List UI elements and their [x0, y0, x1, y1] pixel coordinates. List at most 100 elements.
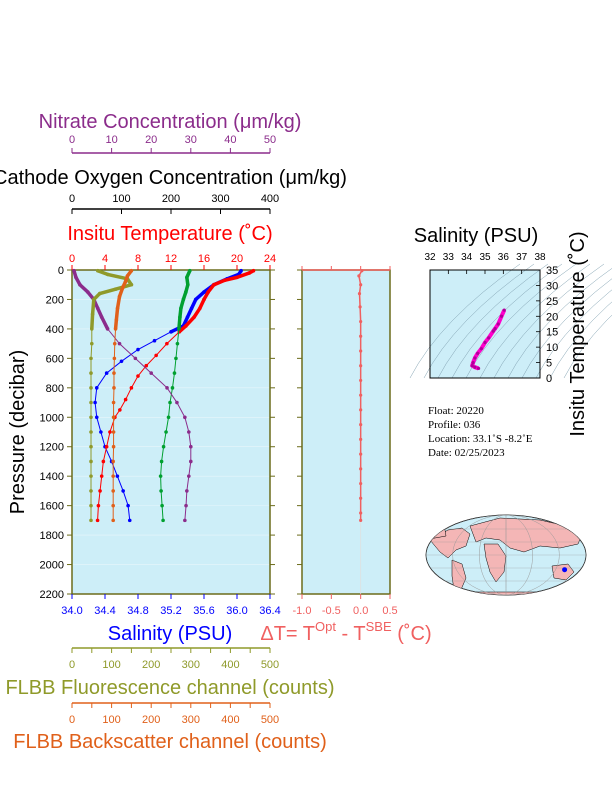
fluorescence-point	[89, 386, 93, 390]
delta-t-title-main: ΔT= T	[260, 623, 315, 645]
axis-tick-label: 500	[261, 714, 279, 726]
delta-t-title-mid: - T	[336, 623, 366, 645]
oxygen-point	[177, 327, 181, 331]
delta-t-series	[357, 269, 364, 594]
delta-t-point	[358, 305, 362, 309]
ts-y-tick-label: 0	[546, 373, 552, 385]
temperature-point	[247, 271, 252, 275]
oxygen-point	[185, 275, 189, 280]
pressure-tick-label: 2000	[40, 560, 64, 572]
oxygen-point	[159, 489, 163, 493]
axis-tick-label: 30	[185, 134, 197, 146]
ts-isopycnal	[535, 289, 612, 379]
pressure-tick-label: 800	[46, 383, 64, 395]
salinity-point	[115, 474, 120, 478]
fluorescence-point	[91, 297, 96, 302]
ts-point	[496, 322, 500, 326]
oxygen-axis: Cathode Oxygen Concentration (μm/kg) 0 10…	[0, 167, 347, 214]
temperature-point	[251, 268, 256, 273]
temperature-point	[108, 430, 112, 434]
nitrate-point	[184, 503, 188, 508]
temperature-point	[118, 408, 122, 412]
temperature-point	[101, 459, 106, 464]
backscatter-axis-title: FLBB Backscatter channel (counts)	[13, 731, 326, 753]
backscatter-series	[111, 268, 134, 523]
map-graticule	[426, 515, 586, 595]
backscatter-point	[129, 268, 134, 273]
delta-t-point	[359, 423, 363, 427]
temperature-point	[136, 374, 140, 378]
delta-t-point	[359, 496, 363, 500]
backscatter-point	[115, 306, 120, 311]
pressure-tick-label: 1600	[40, 501, 64, 513]
nitrate-point	[105, 327, 110, 331]
axis-tick-label: 400	[221, 659, 239, 671]
ts-isopycnal	[437, 263, 549, 379]
backscatter-point	[111, 444, 116, 449]
fluorescence-point	[97, 291, 102, 296]
fluorescence-point	[89, 489, 93, 493]
axis-tick-label: 100	[102, 714, 120, 726]
salinity-point	[202, 290, 206, 294]
temperature-point	[95, 518, 100, 523]
delta-t-panel-background	[302, 270, 390, 594]
salinity-point	[94, 386, 99, 390]
fluorescence-point	[95, 268, 100, 273]
fluorescence-point	[105, 272, 110, 277]
ts-point	[491, 329, 495, 333]
ts-axes: 32 33 34 35 36 37 38 0 5 10 15 20 25 30 35	[424, 252, 558, 385]
oxygen-point	[178, 315, 182, 319]
axis-tick-label: 0	[69, 659, 75, 671]
temperature-point	[99, 474, 104, 478]
axis-tick-label: 100	[102, 659, 120, 671]
backscatter-point	[111, 518, 115, 523]
world-map	[425, 514, 587, 596]
ts-point	[476, 351, 480, 355]
delta-t-point	[359, 467, 363, 471]
axis-tick-label: 35.2	[160, 605, 181, 617]
axis-tick-label: 16	[198, 253, 210, 265]
axis-tick-label: 400	[261, 193, 279, 205]
delta-t-tick-label: -1.0	[293, 605, 312, 617]
float-location-marker	[562, 567, 568, 573]
nitrate-point	[72, 268, 76, 273]
temperature-axis: Insitu Temperature (˚C) 0 4 8 12 16 20 24	[67, 223, 276, 270]
temperature-point	[123, 397, 128, 402]
temperature-point	[98, 489, 102, 493]
temperature-point	[144, 363, 149, 368]
nitrate-axis: Nitrate Concentration (μm/kg) 0 10 20 30 40 5…	[39, 111, 301, 154]
salinity-point	[94, 415, 99, 420]
fluorescence-axis: 0 100 200 300 400 500 FLBB Fluorescence chann…	[5, 647, 335, 699]
salinity-point	[185, 315, 190, 319]
backscatter-point	[111, 503, 115, 508]
salinity-point	[121, 489, 125, 493]
ts-isopycnals	[409, 263, 612, 379]
temperature-point	[222, 278, 227, 283]
axis-tick-label: 500	[261, 659, 279, 671]
ts-y-tick-label: 10	[546, 342, 558, 354]
ts-panel-background	[430, 270, 540, 378]
temperature-point	[212, 282, 216, 287]
delta-t-axis-title: ΔT= TOpt - TSBE (˚C)	[260, 619, 431, 645]
axis-tick-label: 200	[162, 193, 180, 205]
salinity-point	[193, 297, 198, 302]
nitrate-series	[72, 268, 193, 523]
fluorescence-point	[89, 459, 93, 464]
temperature-axis-title: Insitu Temperature (˚C)	[67, 223, 272, 245]
nitrate-point	[187, 430, 191, 434]
float-info: Float: 20220 Profile: 036 Location: 33.1…	[428, 405, 533, 459]
ts-x-tick-label: 33	[443, 252, 455, 263]
salinity-point	[127, 518, 132, 523]
nitrate-point	[183, 415, 187, 420]
ts-point	[493, 327, 497, 331]
oxygen-point	[188, 268, 192, 273]
axis-tick-label: 400	[221, 714, 239, 726]
ts-point	[483, 340, 487, 345]
salinity-point	[93, 400, 97, 405]
ts-y-tick-label: 20	[546, 311, 558, 323]
axis-tick-label: 34.0	[61, 605, 82, 617]
ts-isopycnal	[409, 263, 521, 379]
axis-tick-label: 10	[105, 134, 117, 146]
temperature-point	[235, 275, 239, 280]
oxygen-point	[164, 430, 168, 434]
